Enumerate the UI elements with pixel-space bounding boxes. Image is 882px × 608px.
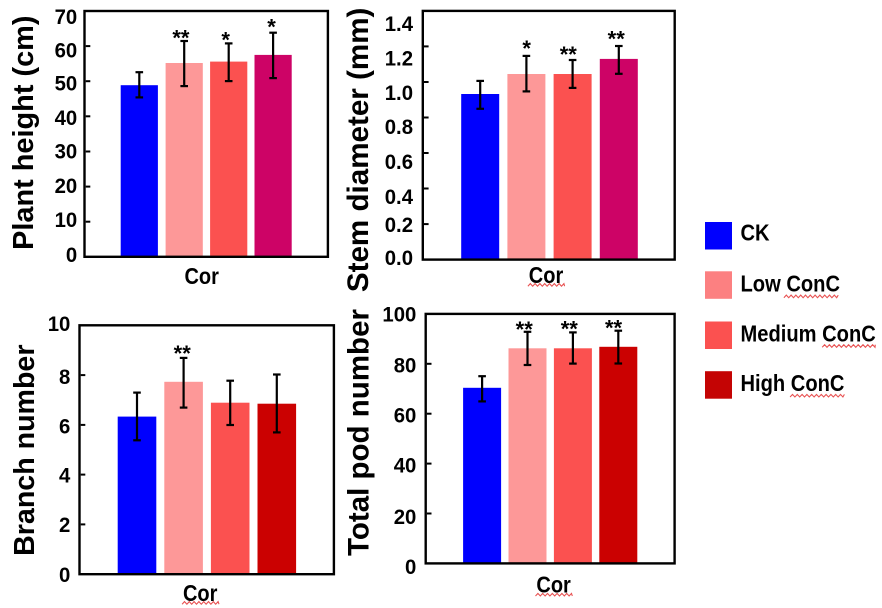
svg-text:Stem diameter (mm): Stem diameter (mm) xyxy=(342,8,375,293)
svg-text:CK: CK xyxy=(741,219,770,246)
svg-text:70: 70 xyxy=(55,6,78,30)
svg-text:*: * xyxy=(522,36,531,61)
svg-text:0.6: 0.6 xyxy=(385,150,413,174)
svg-text:8: 8 xyxy=(59,365,70,389)
svg-text:**: ** xyxy=(605,315,623,340)
svg-text:50: 50 xyxy=(55,72,78,96)
svg-text:1.0: 1.0 xyxy=(385,82,413,106)
svg-text:**: ** xyxy=(516,317,534,342)
svg-text:0.2: 0.2 xyxy=(385,214,413,238)
svg-text:1.2: 1.2 xyxy=(385,47,413,71)
svg-text:100: 100 xyxy=(382,303,416,327)
svg-text:0: 0 xyxy=(66,243,77,267)
svg-text:0: 0 xyxy=(405,556,416,580)
svg-text:40: 40 xyxy=(55,106,78,130)
svg-text:*: * xyxy=(221,27,230,52)
svg-text:60: 60 xyxy=(55,39,78,63)
svg-text:2: 2 xyxy=(59,514,70,538)
svg-text:*: * xyxy=(267,15,276,40)
svg-text:**: ** xyxy=(608,26,626,51)
svg-text:30: 30 xyxy=(55,140,78,164)
svg-text:6: 6 xyxy=(59,415,70,439)
svg-text:High ConC: High ConC xyxy=(741,370,845,397)
svg-text:Total pod number: Total pod number xyxy=(343,309,376,556)
svg-text:0.4: 0.4 xyxy=(385,185,414,209)
svg-text:0.8: 0.8 xyxy=(385,116,413,140)
svg-text:20: 20 xyxy=(55,175,78,199)
svg-text:**: ** xyxy=(561,317,579,342)
svg-text:1.4: 1.4 xyxy=(385,12,414,36)
svg-text:0.0: 0.0 xyxy=(385,246,413,270)
svg-text:Cor: Cor xyxy=(184,263,219,290)
svg-text:Medium ConC: Medium ConC xyxy=(741,320,877,347)
svg-text:20: 20 xyxy=(394,505,417,529)
svg-text:**: ** xyxy=(560,42,578,67)
svg-text:**: ** xyxy=(174,341,192,366)
svg-text:Low ConC: Low ConC xyxy=(741,270,841,297)
svg-text:**: ** xyxy=(172,26,190,51)
svg-text:10: 10 xyxy=(55,209,78,233)
svg-text:Branch number: Branch number xyxy=(9,345,41,556)
svg-text:60: 60 xyxy=(394,404,417,428)
svg-text:10: 10 xyxy=(48,313,71,337)
svg-text:4: 4 xyxy=(59,464,71,488)
svg-text:80: 80 xyxy=(394,354,417,378)
svg-text:40: 40 xyxy=(394,454,417,478)
svg-text:Plant height (cm): Plant height (cm) xyxy=(8,16,40,250)
svg-text:0: 0 xyxy=(59,563,70,587)
